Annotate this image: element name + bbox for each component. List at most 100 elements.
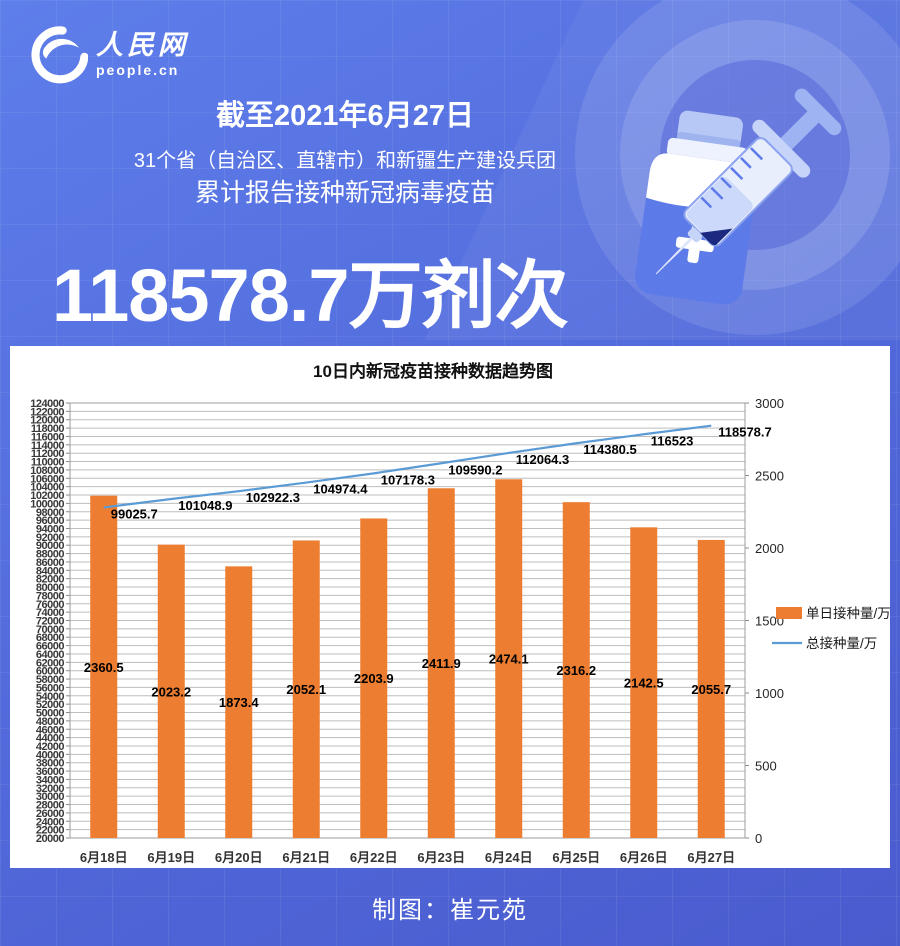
left-axis-label: 22000	[36, 825, 64, 837]
left-axis-label: 52000	[36, 699, 64, 711]
left-axis-label: 98000	[36, 507, 64, 519]
bar-value-label: 2316.2	[556, 663, 596, 678]
left-axis-label: 54000	[36, 691, 64, 703]
left-axis-label: 44000	[36, 733, 64, 745]
left-axis-label: 96000	[36, 515, 64, 527]
left-axis-label: 66000	[36, 641, 64, 653]
people-cn-logo-text: 人民网 people.cn	[96, 26, 189, 78]
bar	[90, 495, 118, 838]
left-axis-label: 100000	[30, 498, 64, 510]
x-axis-label: 6月21日	[282, 850, 330, 865]
right-axis-label: 500	[755, 759, 777, 774]
bar-value-label: 2055.7	[691, 682, 731, 697]
left-axis-label: 114000	[31, 440, 64, 452]
left-axis-label: 42000	[36, 741, 64, 753]
bar	[157, 544, 185, 838]
left-axis-label: 122000	[30, 406, 64, 418]
x-axis-label: 6月22日	[350, 850, 398, 865]
left-axis-label: 46000	[36, 724, 64, 736]
left-axis-label: 110000	[31, 457, 64, 469]
left-axis-label: 118000	[31, 423, 64, 435]
left-axis-label: 84000	[36, 565, 64, 577]
right-axis-label: 3000	[755, 396, 784, 411]
left-axis-label: 92000	[36, 532, 64, 544]
bar	[630, 527, 658, 838]
left-axis-label: 32000	[36, 783, 64, 795]
right-axis-label: 0	[755, 831, 762, 846]
left-axis-label: 30000	[36, 791, 64, 803]
bar	[562, 502, 590, 838]
logo-name: 人民网	[96, 30, 189, 60]
line-value-label: 102922.3	[246, 490, 300, 505]
left-axis-label: 62000	[36, 657, 64, 669]
bar-value-label: 2474.1	[489, 652, 529, 667]
x-axis-label: 6月26日	[620, 850, 668, 865]
left-axis-label: 112000	[31, 448, 64, 460]
bar-value-label: 2142.5	[624, 676, 664, 691]
line-value-label: 118578.7	[718, 425, 772, 440]
line-value-label: 107178.3	[381, 472, 435, 487]
line-value-label: 99025.7	[111, 506, 158, 521]
syringe-icon	[655, 88, 842, 275]
left-axis-label: 82000	[36, 574, 64, 586]
left-axis-label: 56000	[36, 682, 64, 694]
total-doses-number: 118578.7万剂次	[52, 254, 569, 337]
bar-value-label: 2411.9	[422, 656, 461, 671]
left-axis-label: 26000	[36, 808, 64, 820]
left-axis-label: 50000	[36, 708, 64, 720]
trend-line	[103, 424, 712, 509]
left-axis-label: 88000	[36, 549, 64, 561]
left-axis-label: 124000	[30, 398, 64, 410]
bar	[697, 539, 725, 838]
credit-line: 制图：崔元苑	[372, 897, 528, 924]
report-text: 累计报告接种新冠病毒疫苗	[194, 179, 495, 207]
x-axis-label: 6月19日	[147, 850, 195, 865]
x-axis-label: 6月20日	[215, 850, 263, 865]
legend-line-label: 总接种量/万	[806, 635, 877, 651]
left-axis-label: 80000	[36, 582, 64, 594]
people-cn-logo: 人民网 people.cn	[30, 26, 189, 84]
left-axis-label: 28000	[36, 800, 64, 812]
chart-title: 10日内新冠疫苗接种数据趋势图	[313, 362, 553, 381]
left-axis-label: 34000	[36, 774, 64, 786]
left-axis-label: 58000	[36, 674, 64, 686]
left-axis-label: 120000	[30, 415, 64, 427]
left-axis-label: 78000	[36, 590, 64, 602]
bar-value-label: 2360.5	[84, 660, 124, 675]
x-axis-label: 6月18日	[80, 850, 128, 865]
left-axis-label: 74000	[36, 607, 64, 619]
bar	[495, 479, 523, 838]
right-axis-label: 1000	[755, 686, 784, 701]
bar	[292, 540, 320, 838]
left-axis-label: 20000	[36, 833, 64, 845]
x-axis-label: 6月24日	[485, 850, 533, 865]
x-axis-label: 6月27日	[687, 850, 735, 865]
left-axis-label: 108000	[30, 465, 64, 477]
people-cn-logo-icon	[31, 26, 88, 84]
left-axis-label: 86000	[36, 557, 64, 569]
right-axis-label: 2000	[755, 541, 784, 556]
left-axis-label: 102000	[30, 490, 64, 502]
left-axis-label: 116000	[31, 431, 64, 443]
line-value-label: 101048.9	[178, 498, 232, 513]
left-axis-label: 68000	[36, 632, 64, 644]
logo-domain: people.cn	[96, 62, 180, 78]
bar-value-label: 1873.4	[219, 695, 260, 710]
left-axis-label: 72000	[36, 616, 64, 628]
bar	[225, 566, 253, 838]
left-axis-label: 24000	[36, 816, 64, 828]
right-axis-label: 2500	[755, 469, 784, 484]
bar-value-label: 2203.9	[354, 671, 394, 686]
left-axis-label: 104000	[30, 482, 64, 494]
bar-value-label: 2052.1	[286, 682, 326, 697]
line-value-label: 112064.3	[516, 452, 570, 467]
chart-panel: 10日内新冠疫苗接种数据趋势图 20000 22000 24000 26000 2800…	[10, 346, 890, 868]
left-axis-label: 36000	[36, 766, 64, 778]
legend-bar-label: 单日接种量/万	[806, 605, 890, 621]
line-value-label: 109590.2	[448, 462, 502, 477]
scope-text: 31个省（自治区、直辖市）和新疆生产建设兵团	[133, 150, 557, 172]
bar	[360, 518, 388, 838]
left-axis-label: 94000	[36, 523, 64, 535]
bar-value-label: 2023.2	[151, 684, 191, 699]
